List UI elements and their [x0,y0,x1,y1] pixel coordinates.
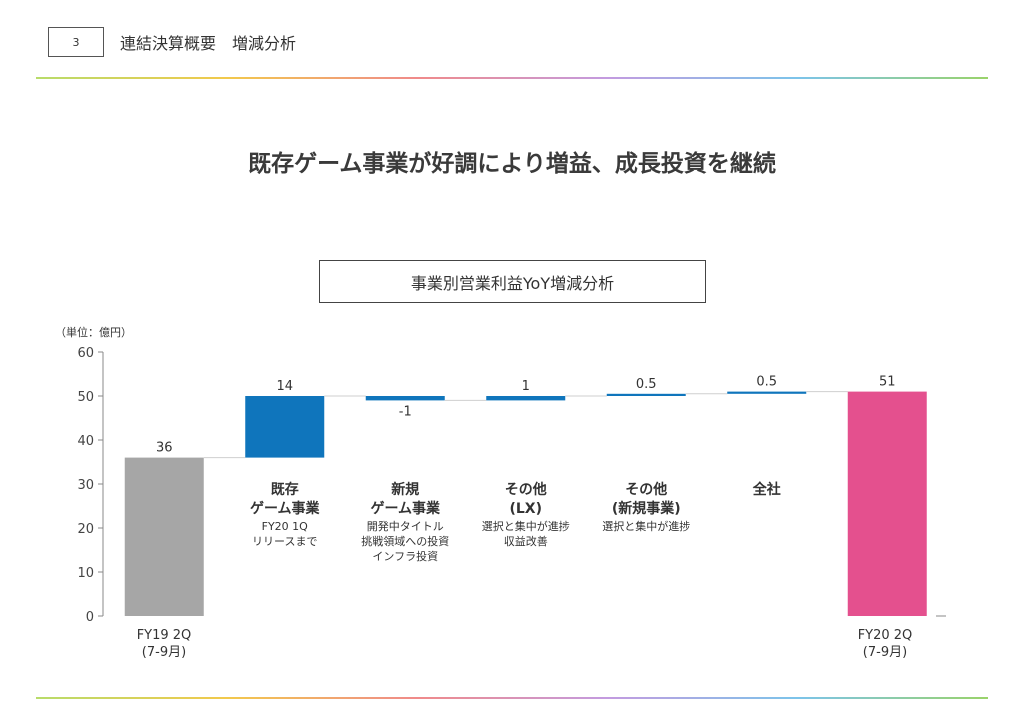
delta-bar [486,396,566,401]
category-note-line: 選択と集中が進捗 [602,520,691,533]
start-period-line-2: (7-9月) [141,645,187,660]
category-note-line: 挑戦領域への投資 [361,535,450,548]
bar-value-label: 0.5 [756,375,777,390]
section-title: 連結決算概要 増減分析 [120,34,297,53]
category-label: 新規ゲーム事業開発中タイトル 挑戦領域への投資 インフラ投資 [340,481,470,564]
y-tick-label: 20 [77,522,94,537]
chart-title-box: 事業別営業利益YoY増減分析 [319,260,706,303]
bar-value-label: 1 [522,379,530,394]
end-period-line-1: FY20 2Q [857,628,913,643]
delta-bar [365,396,445,401]
category-title-line: (新規事業) [611,501,681,517]
category-label: その他 (新規事業) 選択と集中が進捗 [581,481,711,534]
category-note-line: 収益改善 [503,535,548,548]
category-note-line: インフラ投資 [372,550,439,563]
y-tick-label: 10 [77,566,94,581]
y-tick-label: 50 [77,390,94,405]
delta-bar [606,393,686,396]
category-title-line: 既存 [270,482,299,498]
page-number-box: 3 [48,27,104,57]
page-headline: 既存ゲーム事業が好調により増益、成長投資を継続 [248,151,776,177]
y-tick-label: 30 [77,478,94,493]
category-title-line: (LX) [509,501,542,517]
delta-bar [727,391,807,394]
start-period-line-1: FY19 2Q [136,628,192,643]
start-total-bar [124,457,204,616]
end-period-label: FY20 2Q (7-9月) [830,627,940,661]
category-title-line: その他 [504,482,547,498]
y-tick-label: 60 [77,346,94,361]
category-note-line: FY20 1Q [261,520,308,533]
chart-title: 事業別営業利益YoY増減分析 [410,273,615,293]
delta-bar [245,396,325,458]
category-label: その他 (LX) 選択と集中が進捗 収益改善 [461,481,591,549]
bar-value-label: 14 [276,379,293,394]
y-tick-label: 40 [77,434,94,449]
category-title-line: ゲーム事業 [370,501,441,517]
y-tick-label: 0 [86,610,94,625]
bottom-divider [36,697,988,699]
end-total-bar [847,391,927,616]
end-period-line-2: (7-9月) [862,645,908,660]
bar-value-label: 0.5 [636,377,657,392]
category-note-line: 選択と集中が進捗 [481,520,570,533]
category-title-line: その他 [625,482,668,498]
bar-value-label: 36 [156,441,173,456]
page-number: 3 [72,35,80,49]
category-title-line: 新規 [391,482,420,498]
bar-value-label: -1 [399,404,412,419]
start-period-label: FY19 2Q (7-9月) [109,627,219,661]
category-title-line: ゲーム事業 [249,501,320,517]
top-divider [36,77,988,79]
category-label: 全社 [702,481,832,500]
bar-value-label: 51 [879,375,896,390]
unit-label: （単位：億円） [55,326,132,339]
category-title-line: 全社 [752,482,781,498]
category-note-line: リリースまで [252,535,318,548]
category-label: 既存ゲーム事業 FY20 1Q リリースまで [220,481,350,549]
category-note-line: 開発中タイトル [366,520,444,533]
